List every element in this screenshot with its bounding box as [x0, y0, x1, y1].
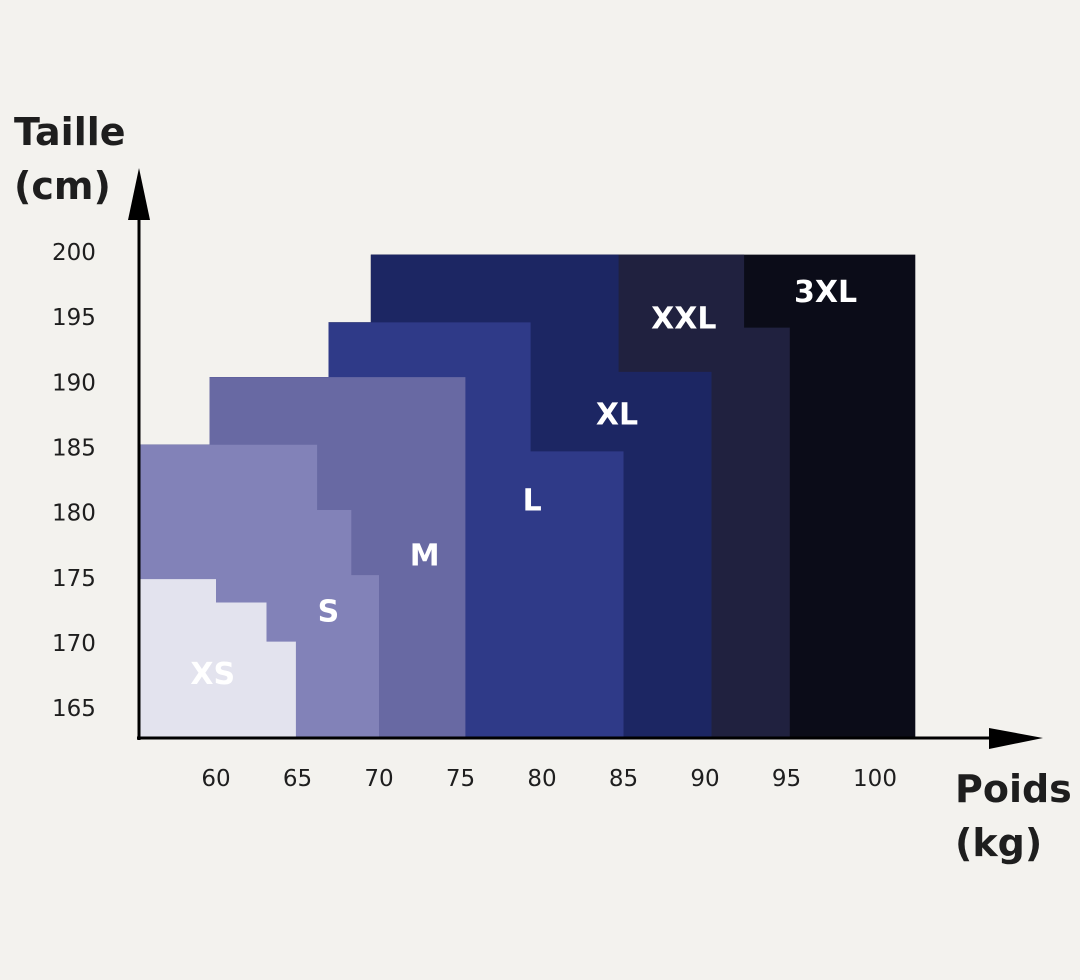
x-tick-label: 75 — [446, 766, 475, 792]
y-tick-labels: 165 170 175 180 185 190 195 200 — [52, 240, 96, 722]
axes — [128, 168, 1043, 749]
size-label-xxl: XXL — [651, 301, 716, 336]
size-label-3xl: 3XL — [794, 275, 857, 310]
size-label-xs: XS — [190, 657, 235, 692]
x-tick-labels: 60 65 70 75 80 85 90 95 100 — [201, 766, 897, 792]
y-tick-label: 200 — [52, 240, 96, 266]
y-tick-label: 195 — [52, 305, 96, 331]
size-region-xs — [139, 579, 296, 738]
x-tick-label: 65 — [283, 766, 312, 792]
size-label-xl: XL — [596, 398, 638, 433]
x-tick-label: 60 — [201, 766, 230, 792]
y-tick-label: 175 — [52, 566, 96, 592]
size-label-l: L — [523, 484, 542, 519]
x-tick-label: 90 — [690, 766, 719, 792]
x-axis-title-line1: Poids — [955, 767, 1072, 811]
y-tick-label: 170 — [52, 631, 96, 657]
size-regions — [139, 254, 916, 738]
x-tick-label: 85 — [609, 766, 638, 792]
y-axis-arrow — [128, 168, 150, 220]
y-tick-label: 180 — [52, 501, 96, 527]
x-axis-arrow — [989, 728, 1043, 749]
size-labels: 3XL XXL XL L M S XS — [190, 275, 857, 692]
x-tick-label: 95 — [772, 766, 801, 792]
y-tick-label: 185 — [52, 435, 96, 461]
y-axis-title-line2: (cm) — [14, 164, 111, 208]
x-tick-label: 100 — [853, 766, 897, 792]
size-label-s: S — [318, 594, 340, 629]
y-tick-label: 165 — [52, 696, 96, 722]
x-tick-label: 80 — [527, 766, 556, 792]
x-tick-label: 70 — [364, 766, 393, 792]
size-label-m: M — [410, 538, 440, 573]
y-tick-label: 190 — [52, 370, 96, 396]
x-axis-title-line2: (kg) — [955, 821, 1042, 865]
y-axis-title-line1: Taille — [14, 110, 126, 154]
